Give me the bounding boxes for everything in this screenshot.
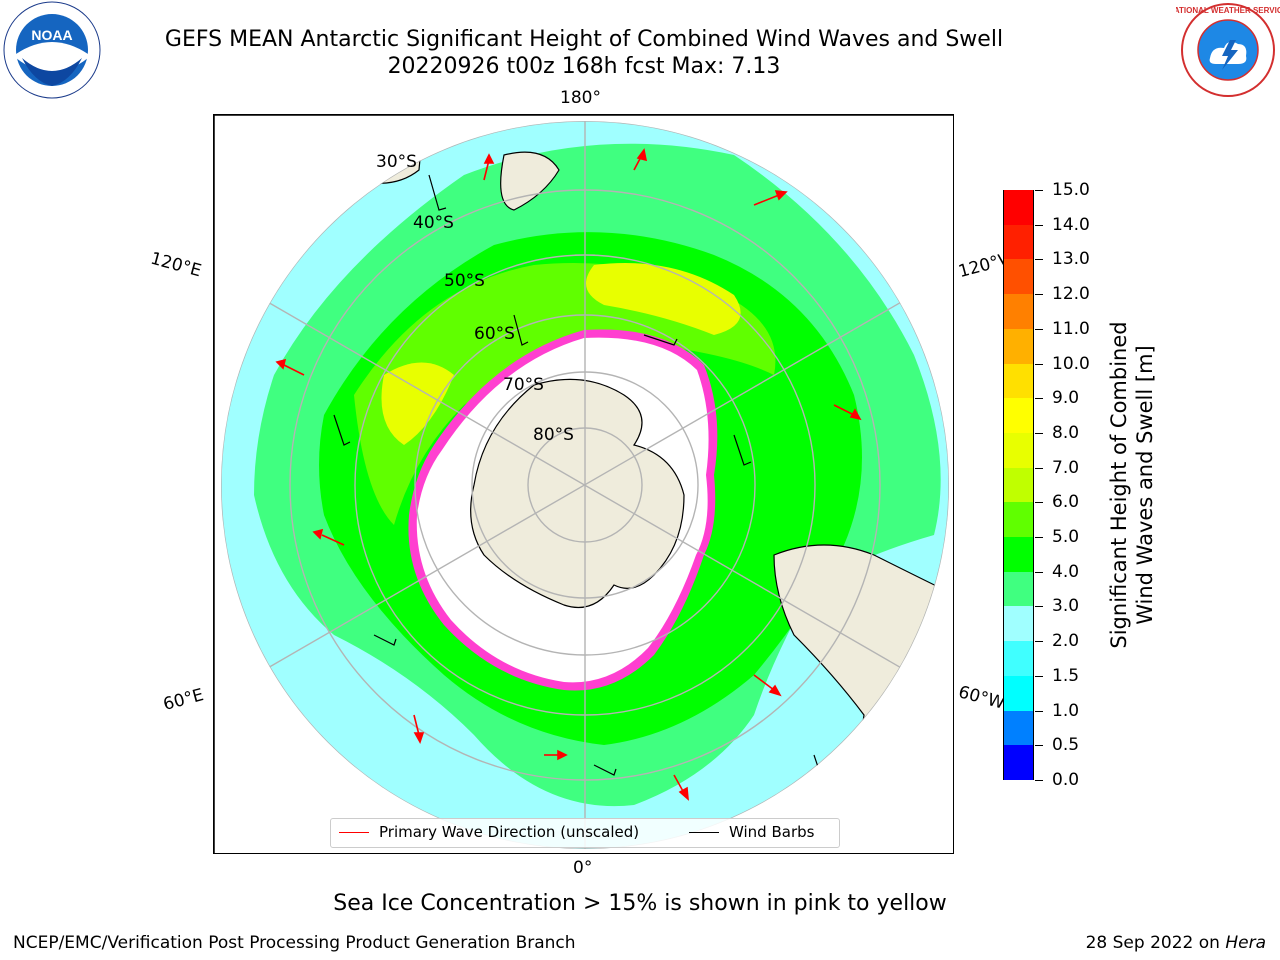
- colorbar-segment: [1004, 605, 1033, 642]
- colorbar-tick: [1035, 502, 1043, 504]
- polar-map: [213, 114, 954, 854]
- colorbar-segment: [1004, 640, 1033, 676]
- colorbar-tick-label: 10.0: [1052, 353, 1090, 374]
- colorbar-tick-label: 7.0: [1052, 457, 1080, 478]
- colorbar-tick-label: 6.0: [1052, 492, 1080, 513]
- colorbar-segment: [1004, 189, 1033, 225]
- colorbar-tick-label: 8.0: [1052, 422, 1080, 443]
- colorbar: [1003, 189, 1034, 780]
- wave-band-5-6m: [354, 263, 776, 525]
- colorbar-title: Significant Height of Combined Wind Wave…: [1107, 321, 1157, 649]
- colorbar-tick: [1035, 190, 1043, 191]
- colorbar-segment: [1004, 501, 1033, 538]
- colorbar-tick-label: 0.5: [1052, 735, 1080, 756]
- colorbar-tick-label: 0.0: [1052, 770, 1080, 790]
- colorbar-tick: [1035, 537, 1043, 539]
- colorbar-tick: [1035, 606, 1043, 608]
- nws-logo: NATIONAL WEATHER SERVICE: [1176, 2, 1280, 98]
- chart-subtitle: 20220926 t00z 168h fcst Max: 7.13: [387, 54, 781, 79]
- colorbar-segment: [1004, 328, 1033, 364]
- colorbar-tick-label: 12.0: [1052, 284, 1090, 305]
- colorbar-tick-label: 3.0: [1052, 596, 1080, 617]
- noaa-logo: NOAA: [3, 1, 101, 99]
- colorbar-tick: [1035, 328, 1043, 330]
- colorbar-tick-label: 1.0: [1052, 700, 1080, 721]
- colorbar-segment: [1004, 675, 1033, 711]
- colorbar-tick: [1035, 745, 1043, 747]
- lat-label-30s: 30°S: [376, 152, 417, 172]
- colorbar-segment: [1004, 432, 1033, 468]
- sea-ice-note: Sea Ice Concentration > 15% is shown in …: [333, 891, 947, 916]
- colorbar-tick-label: 13.0: [1052, 249, 1090, 270]
- colorbar-tick-label: 11.0: [1052, 318, 1090, 339]
- colorbar-tick: [1035, 363, 1043, 365]
- colorbar-tick-label: 1.5: [1052, 665, 1080, 686]
- africa-landmass: [221, 761, 293, 836]
- colorbar-tick: [1035, 398, 1043, 400]
- colorbar-tick: [1035, 259, 1043, 261]
- host-name: Hera: [1225, 933, 1266, 953]
- colorbar-segment: [1004, 744, 1033, 780]
- colorbar-segment: [1004, 467, 1033, 503]
- wave-max-region: [586, 263, 741, 335]
- wave-direction-arrows: [275, 148, 862, 801]
- svg-text:NOAA: NOAA: [31, 27, 72, 43]
- colorbar-tick-label: 14.0: [1052, 214, 1090, 235]
- colorbar-segment: [1004, 258, 1033, 295]
- colorbar-tick-label: 9.0: [1052, 388, 1080, 409]
- footer-producer: NCEP/EMC/Verification Post Processing Pr…: [13, 933, 576, 953]
- chart-title: GEFS MEAN Antarctic Significant Height o…: [164, 27, 1004, 52]
- colorbar-tick: [1035, 467, 1043, 469]
- colorbar-tick-label: 2.0: [1052, 631, 1080, 652]
- colorbar-tick: [1035, 710, 1043, 712]
- colorbar-tick-label: 5.0: [1052, 527, 1080, 548]
- antarctica-landmass: [470, 378, 685, 609]
- colorbar-segment: [1004, 363, 1033, 399]
- black-line-icon: [689, 832, 719, 833]
- map-legend: Primary Wave Direction (unscaled) Wind B…: [330, 818, 840, 848]
- colorbar-tick-label: 15.0: [1052, 180, 1090, 200]
- colorbar-tick: [1035, 780, 1043, 781]
- lon-label-180: 180°: [560, 88, 601, 108]
- colorbar-segment: [1004, 536, 1033, 572]
- colorbar-segment: [1004, 710, 1033, 746]
- colorbar-tick: [1035, 294, 1043, 296]
- lon-label-60w: 60°W: [956, 682, 1007, 714]
- colorbar-tick: [1035, 675, 1043, 677]
- lat-label-50s: 50°S: [444, 271, 485, 291]
- lon-label-60e: 60°E: [161, 685, 206, 715]
- map-canvas: [214, 115, 953, 853]
- colorbar-segment: [1004, 224, 1033, 260]
- colorbar-tick: [1035, 641, 1043, 643]
- colorbar-tick: [1035, 571, 1043, 573]
- colorbar-segment: [1004, 397, 1033, 433]
- noaa-bird-icon: [16, 42, 88, 72]
- lon-label-120e: 120°E: [148, 248, 204, 282]
- colorbar-tick: [1035, 432, 1043, 434]
- colorbar-tick: [1035, 224, 1043, 226]
- lon-label-0: 0°: [573, 858, 593, 878]
- legend-item-wave-direction: Primary Wave Direction (unscaled): [339, 823, 639, 841]
- footer-date: 28 Sep 2022 on Hera: [1085, 933, 1266, 953]
- svg-text:NATIONAL WEATHER SERVICE: NATIONAL WEATHER SERVICE: [1176, 6, 1280, 15]
- new-zealand-landmass: [500, 151, 560, 211]
- red-line-icon: [339, 832, 369, 833]
- legend-item-wind-barbs: Wind Barbs: [689, 823, 814, 841]
- lat-label-80s: 80°S: [533, 425, 574, 445]
- colorbar-tick-label: 4.0: [1052, 561, 1080, 582]
- lat-label-40s: 40°S: [413, 213, 454, 233]
- lightning-icon: [1222, 40, 1238, 70]
- lat-label-60s: 60°S: [474, 324, 515, 344]
- colorbar-segment: [1004, 571, 1033, 607]
- lat-label-70s: 70°S: [503, 375, 544, 395]
- colorbar-segment: [1004, 293, 1033, 329]
- graticule: [221, 121, 949, 849]
